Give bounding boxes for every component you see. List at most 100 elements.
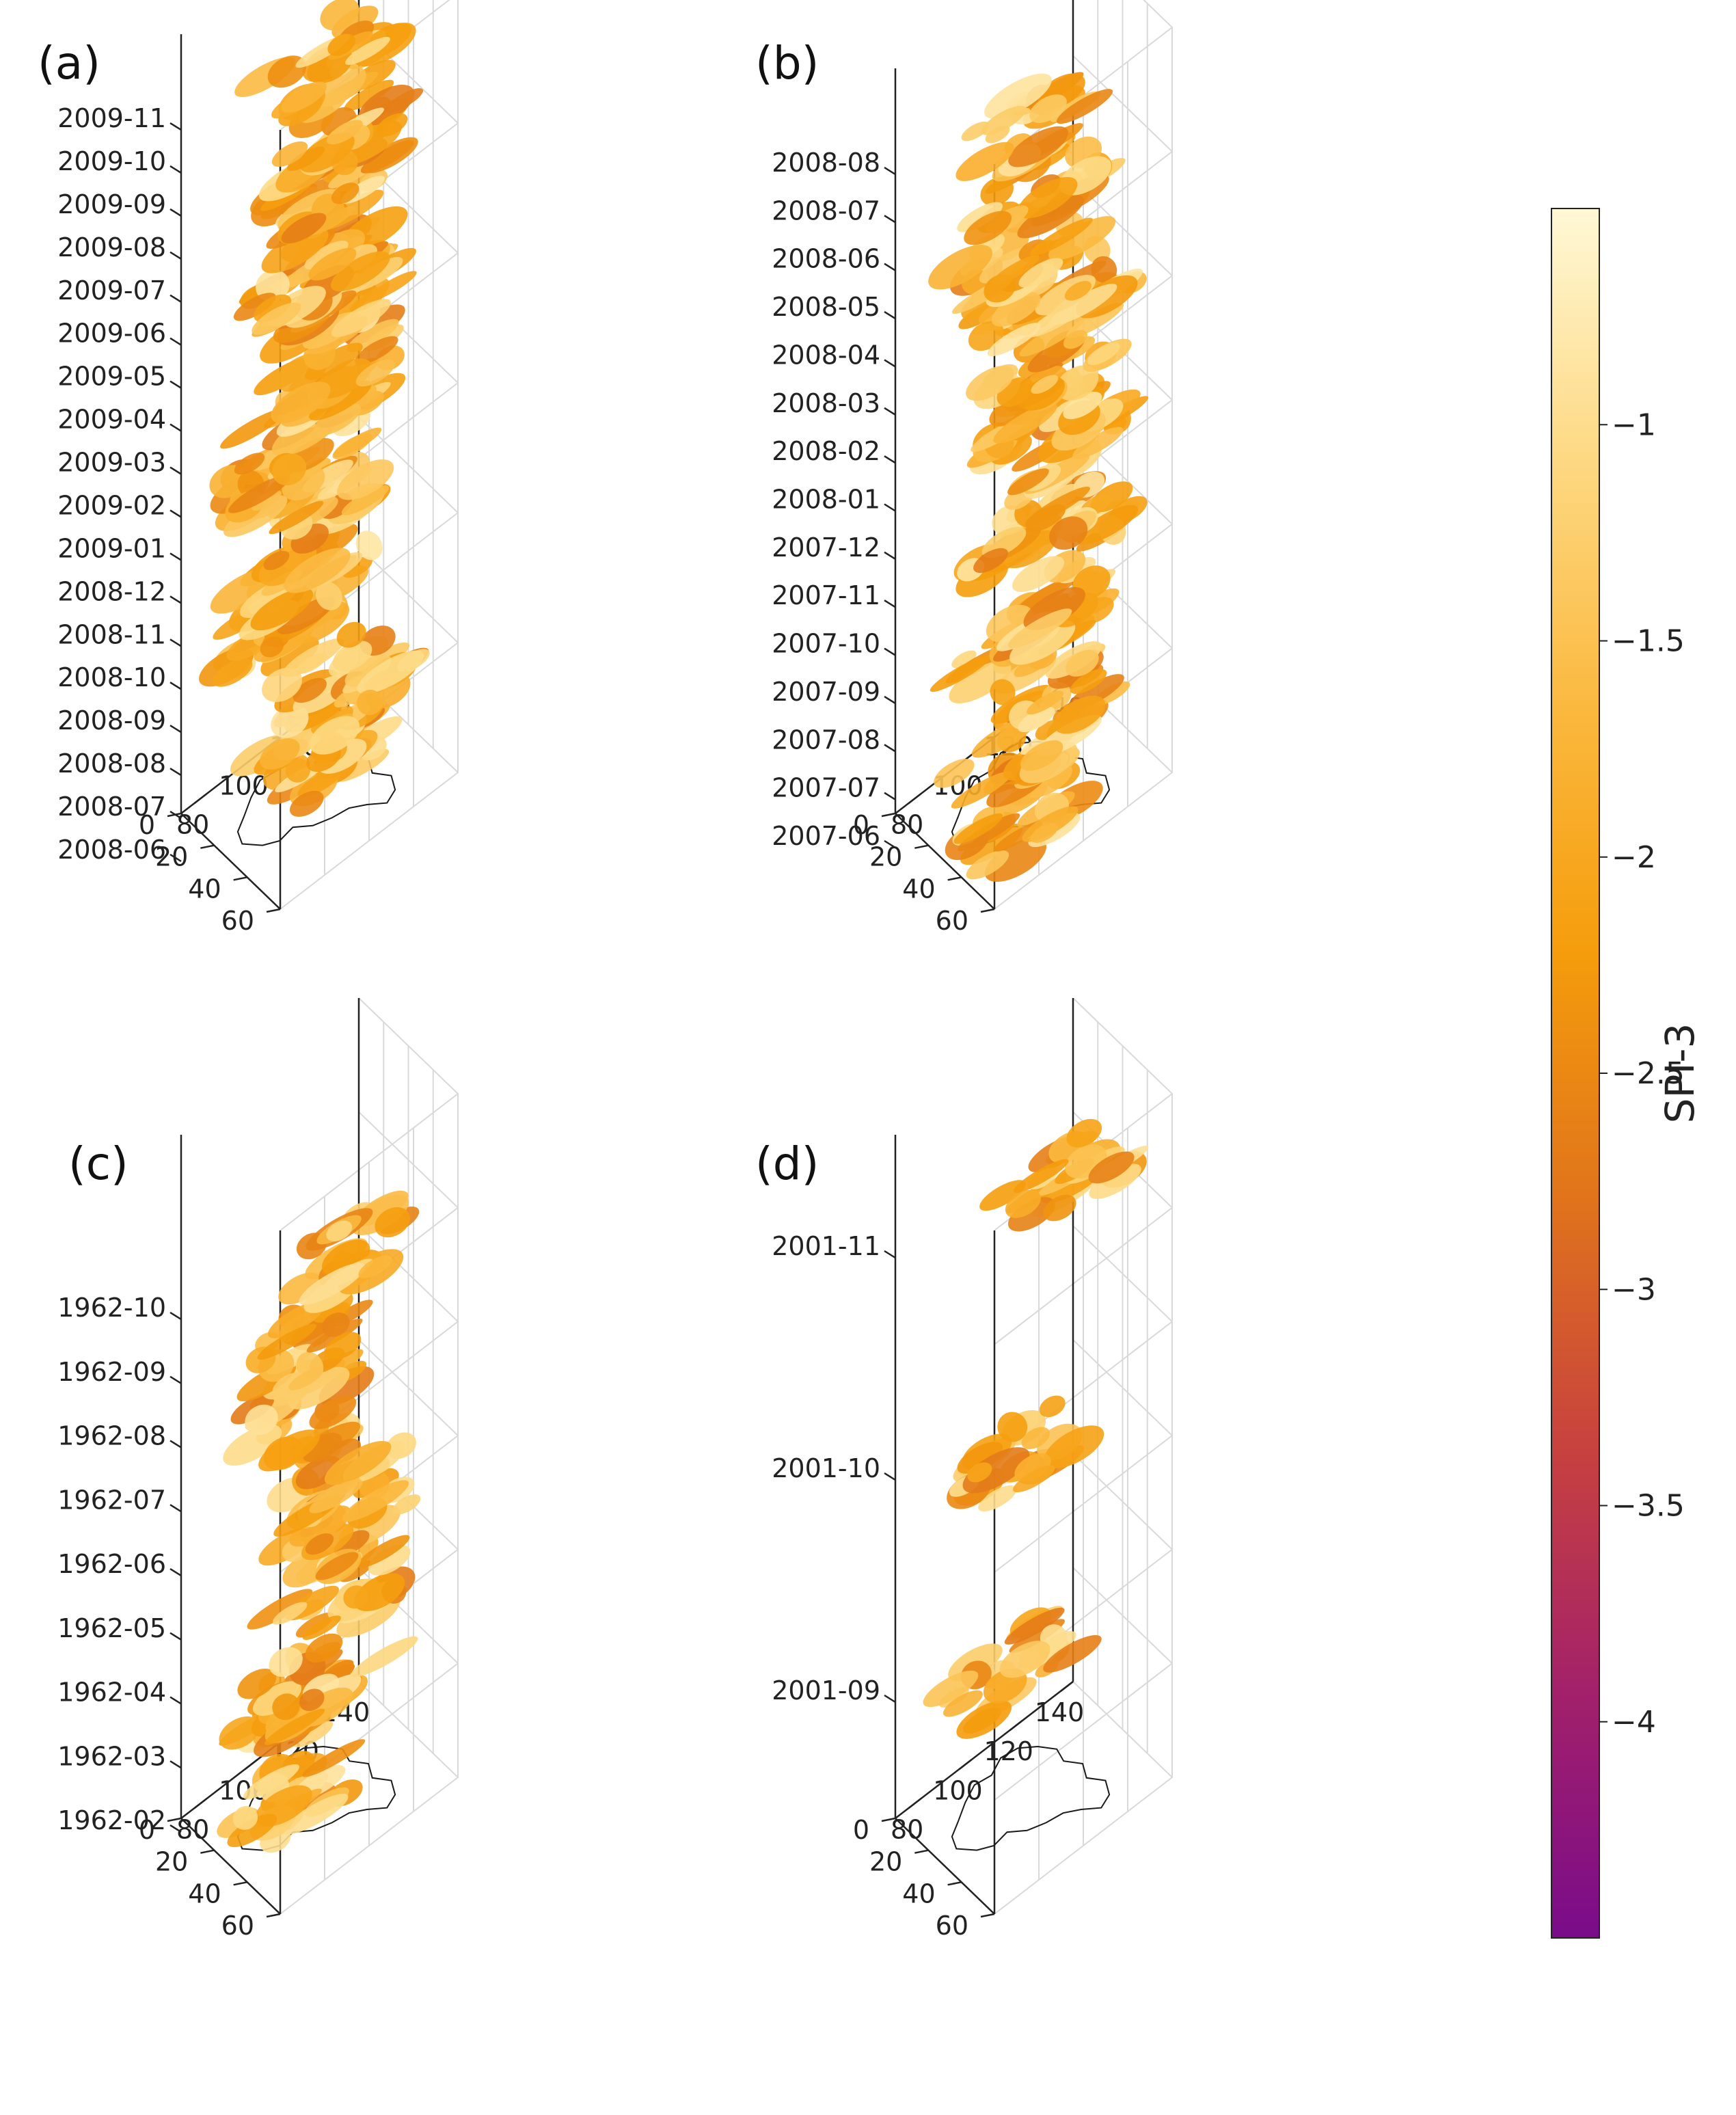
date-tick	[169, 595, 182, 604]
drought-cell	[299, 1263, 366, 1305]
date-tick-label: 2009-04	[57, 405, 166, 435]
drought-cell	[309, 1479, 363, 1513]
date-tick	[884, 407, 896, 416]
panel-b: 8010012014002040602007-062007-072007-082…	[772, 0, 1174, 936]
drought-cell	[355, 530, 383, 561]
date-tick	[169, 1375, 182, 1384]
drought-cell	[1029, 94, 1067, 123]
drought-cell	[245, 1404, 278, 1436]
drought-cell	[223, 495, 288, 537]
drought-cell	[961, 121, 990, 142]
date-tick	[884, 455, 896, 464]
drought-cell	[979, 1180, 1026, 1211]
drought-cell	[334, 1530, 370, 1556]
axis-line	[895, 1681, 1074, 1819]
colorbar-tick-label: −3.5	[1612, 1489, 1685, 1524]
axis-line	[180, 1818, 281, 1915]
date-tick	[169, 1440, 182, 1449]
lon-tick-label: 80	[891, 1814, 923, 1844]
drought-cell	[357, 650, 424, 695]
drought-cell	[313, 403, 361, 436]
drought-cell	[957, 202, 1003, 232]
drought-cell	[1017, 195, 1085, 239]
drought-cell	[263, 550, 290, 571]
date-tick-label: 2007-08	[772, 725, 880, 755]
date-tick-label: 2007-10	[772, 629, 880, 659]
lon-tick	[1009, 1720, 1023, 1732]
drought-cell	[271, 381, 331, 424]
drought-slice	[986, 556, 1120, 677]
drought-cell	[984, 73, 1052, 119]
lon-tick-label: 80	[176, 1814, 209, 1844]
date-tick	[169, 122, 182, 131]
lat-tick-label: 20	[155, 1847, 188, 1877]
drought-cell	[342, 556, 372, 578]
date-tick-label: 2009-05	[57, 362, 166, 392]
drought-cell	[331, 5, 379, 39]
drought-cell	[295, 1455, 341, 1490]
drought-cell	[220, 408, 286, 449]
date-tick-label: 2001-09	[772, 1675, 880, 1706]
date-tick	[884, 647, 896, 656]
china-outline	[951, 1745, 1111, 1851]
drought-cell	[991, 292, 1041, 327]
drought-cell	[333, 408, 370, 437]
drought-cell	[257, 1323, 316, 1360]
drought-cell	[1005, 1189, 1041, 1218]
drought-cell	[1063, 329, 1088, 349]
drought-cell	[331, 299, 391, 337]
drought-cell	[934, 758, 975, 788]
lon-tick	[244, 1759, 258, 1770]
lat-tick-label: 20	[155, 842, 188, 872]
drought-cell	[251, 489, 282, 511]
drought-slice	[966, 335, 1132, 444]
drought-cell	[284, 548, 351, 593]
drought-cell	[1089, 1163, 1141, 1199]
date-tick	[169, 810, 182, 820]
lat-tick	[881, 812, 896, 818]
lat-tick-label: 0	[139, 810, 155, 840]
drought-cell	[227, 1814, 277, 1848]
drought-cell	[342, 1480, 409, 1522]
drought-cell	[958, 813, 1020, 852]
drought-slice	[971, 641, 1130, 771]
drought-cell	[261, 228, 329, 273]
lat-tick-label: 0	[139, 1815, 155, 1845]
date-tick	[169, 552, 182, 561]
lat-tick	[914, 844, 929, 849]
drought-cell	[1066, 1118, 1102, 1148]
drought-cell	[984, 274, 1016, 303]
drought-cell	[252, 302, 301, 335]
drought-slice	[979, 1118, 1149, 1232]
panel-label-c: (c)	[68, 1137, 128, 1190]
colorbar-tick-label: −3	[1612, 1272, 1656, 1307]
drought-slices	[217, 1190, 421, 1853]
date-tick-label: 1962-09	[57, 1357, 166, 1387]
date-tick-label: 2009-03	[57, 448, 166, 478]
date-tick-label: 1962-07	[57, 1485, 166, 1515]
date-tick-label: 2009-11	[57, 103, 166, 133]
date-tick-label: 2008-01	[772, 485, 880, 515]
drought-cell	[1020, 740, 1063, 771]
drought-slice	[955, 72, 1113, 182]
date-tick-label: 2007-07	[772, 773, 880, 803]
drought-cell	[330, 251, 390, 292]
lon-tick-label: 120	[984, 1736, 1033, 1766]
lat-tick-label: 60	[221, 906, 254, 936]
drought-cell	[980, 177, 1014, 206]
lat-tick-label: 60	[936, 1911, 968, 1941]
lat-tick	[947, 1881, 962, 1886]
drought-cell	[1056, 365, 1099, 401]
axis-line	[895, 1818, 995, 1915]
drought-cell	[223, 1424, 282, 1466]
drought-slice	[923, 1606, 1102, 1739]
date-tick	[169, 853, 182, 863]
panel-label-d: (d)	[755, 1137, 819, 1190]
date-tick-label: 2007-12	[772, 533, 880, 563]
drought-cell	[1012, 556, 1064, 592]
axis-line	[895, 813, 995, 910]
drought-cell	[358, 1255, 392, 1279]
